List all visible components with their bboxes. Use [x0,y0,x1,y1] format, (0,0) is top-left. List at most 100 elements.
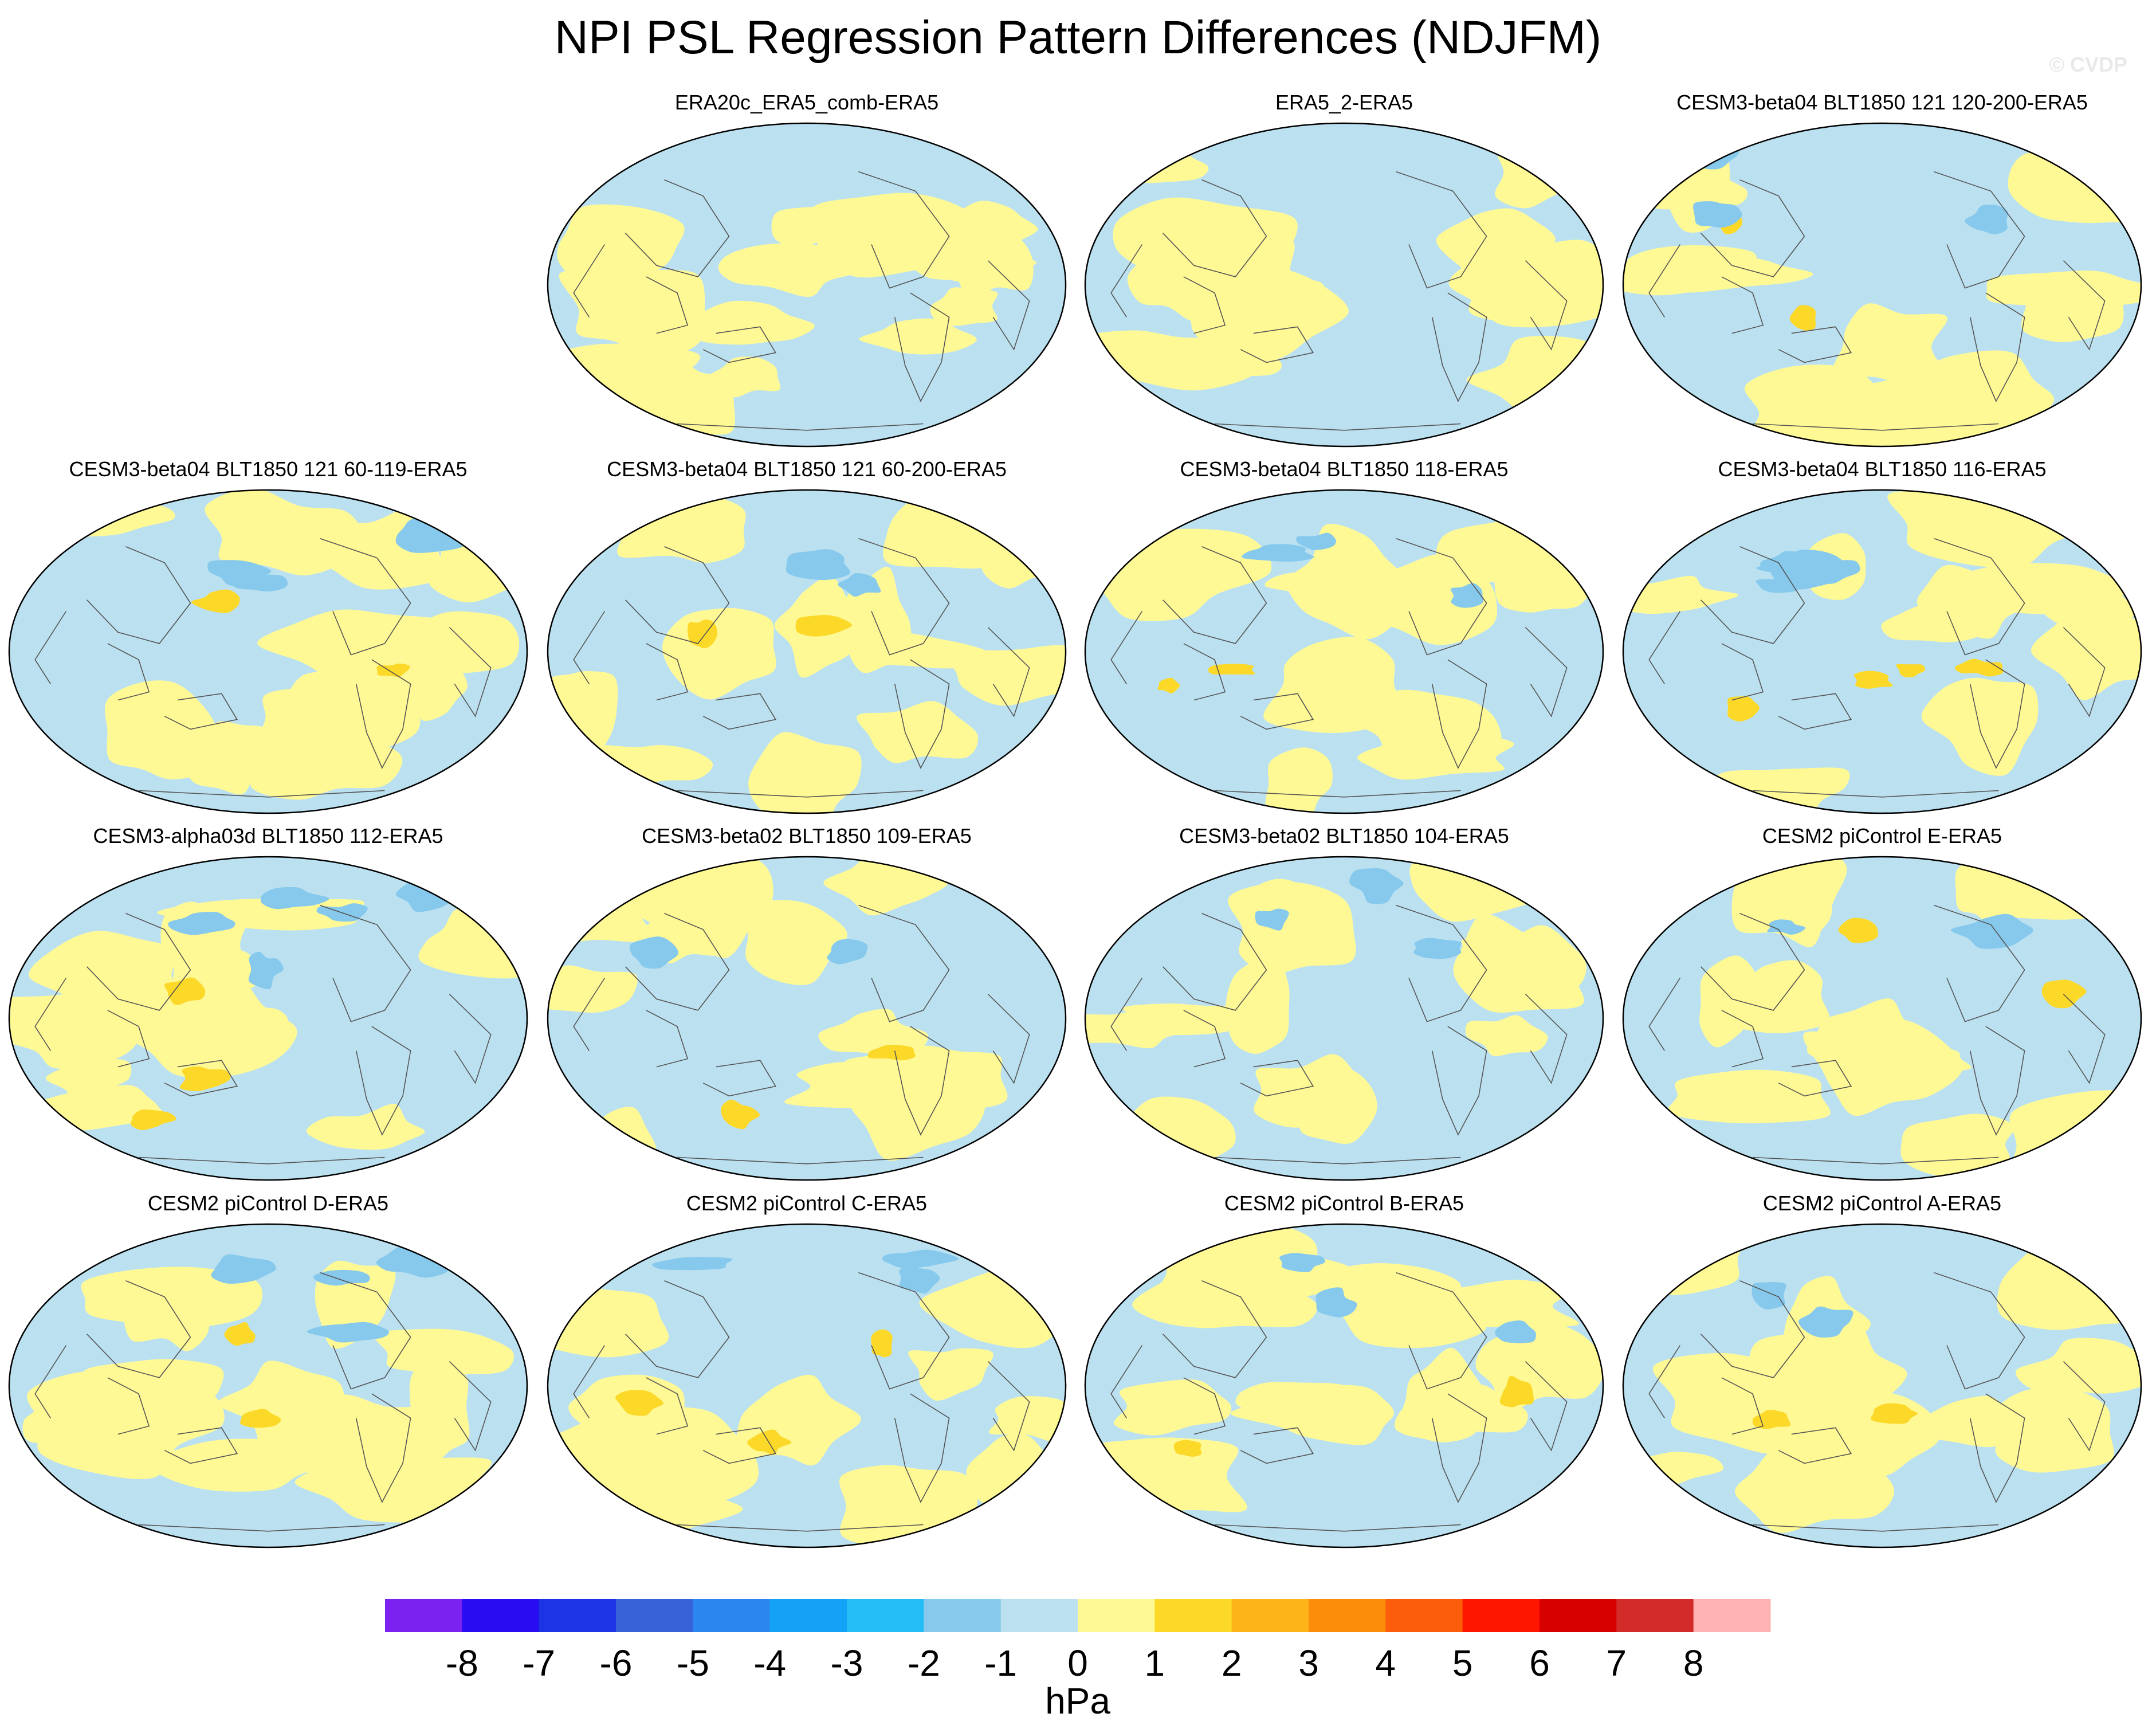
colorbar-swatch [616,1599,693,1632]
map-border [1084,122,1604,448]
negative-anomaly-region [1279,1253,1325,1272]
panel-title: CESM3-beta02 BLT1850 109-ERA5 [642,824,972,848]
coastline [2063,994,2106,1084]
strong-positive-anomaly [871,1329,893,1358]
watermark: © CVDP [2049,53,2127,76]
coastline [138,790,385,798]
positive-anomaly-region [979,525,1066,589]
coastline [355,659,411,769]
strong-positive-anomaly [1838,918,1878,943]
coastline [1183,1010,1226,1068]
strong-positive-anomaly [1853,671,1893,689]
coastline [1214,423,1461,431]
colorbar-swatch [1078,1599,1155,1632]
positive-anomaly-region [1454,228,1527,283]
strong-positive-anomaly [191,589,240,613]
positive-anomaly-region [1461,925,1586,995]
positive-anomaly-region [45,1058,132,1107]
colorbar-tick-label: 1 [1145,1642,1165,1684]
map-border [1084,856,1604,1181]
coastline [677,423,924,431]
coastline [1240,326,1314,363]
coastline [164,1060,238,1097]
coastline [625,912,730,1011]
map-panel: CESM2 piControl A-ERA5 [1622,1191,2142,1548]
positive-anomaly-region [1921,677,2039,776]
negative-anomaly-region [1242,544,1314,562]
positive-anomaly-region [617,495,746,563]
strong-positive-anomaly [1173,1440,1202,1457]
positive-anomaly-region [818,1009,929,1057]
map-border [1622,122,2142,448]
coastline [1110,244,1143,317]
positive-anomaly-region [1251,1251,1361,1299]
colorbar-swatch [462,1599,540,1632]
negative-anomaly-region [1450,583,1483,608]
colorbar-tick-label: -8 [446,1642,478,1684]
positive-anomaly-region [1192,269,1325,342]
coastline [702,1060,777,1097]
map-panel: CESM2 piControl B-ERA5 [1084,1191,1604,1548]
positive-anomaly-region [2008,144,2141,224]
coastline [987,627,1030,718]
panel-title: CESM3-alpha03d BLT1850 112-ERA5 [93,824,443,848]
coastline [677,790,924,798]
colorbar-tick-label: -1 [984,1642,1017,1684]
colorbar-tick-label: -6 [600,1642,633,1684]
coastline [1396,171,1487,289]
positive-anomaly-region [1710,960,1830,1034]
positive-anomaly-region [947,645,1066,706]
positive-anomaly-region [22,1388,107,1444]
map-panel: CESM3-beta02 BLT1850 109-ERA5 [547,824,1067,1181]
positive-anomaly-region [306,1104,425,1150]
coastline [107,1010,150,1068]
positive-anomaly-region [1858,366,2002,409]
negative-anomaly-region [1494,1320,1536,1343]
strong-positive-anomaly [224,1322,256,1346]
map-panel: ERA20c_ERA5_comb-ERA5 [547,91,1067,448]
negative-anomaly-region [1693,201,1742,228]
map-border [8,1223,528,1548]
coastline [1934,1272,2025,1390]
strong-positive-anomaly [747,1429,792,1455]
negative-anomaly-region [1760,551,1844,569]
strong-positive-anomaly [1870,1403,1918,1424]
negative-anomaly-region [211,1254,276,1284]
coastline [320,538,411,656]
colorbar-tick-label: 0 [1067,1642,1088,1684]
panel-title: CESM3-beta04 BLT1850 116-ERA5 [1718,457,2047,481]
panel-title: CESM3-beta02 BLT1850 104-ERA5 [1179,824,1509,848]
negative-anomaly-region [838,573,881,597]
coastline [2063,260,2106,351]
coastline [87,912,191,1011]
coastline [1969,659,2025,769]
colorbar-swatch [1616,1599,1694,1632]
panel-title: CESM3-beta04 BLT1850 121 120-200-ERA5 [1676,91,2088,114]
map-panel: CESM2 piControl C-ERA5 [547,1191,1067,1548]
panel-title: CESM2 piControl B-ERA5 [1224,1191,1464,1215]
coastline [1969,1026,2025,1136]
positive-anomaly-region [557,204,685,286]
coastline [34,611,67,684]
coastline [702,693,777,730]
colorbar: -8 -7 -6 -5 -4 -3 -2 -1 0 1 2 3 4 5 6 7 8 hPa [385,1599,1771,1722]
panel-title: ERA5_2-ERA5 [1275,91,1413,114]
negative-anomaly-region [1964,204,2008,234]
coastline [1969,1393,2025,1503]
strong-positive-anomaly [721,1099,760,1130]
coastline [1701,912,1805,1011]
positive-anomaly-region [1623,1224,1747,1295]
coastline [1240,1427,1314,1464]
map-panel: CESM3-beta02 BLT1850 104-ERA5 [1084,824,1604,1181]
colorbar-tick-label: 8 [1683,1642,1704,1684]
colorbar-swatch [1309,1599,1386,1632]
colorbar-swatch [847,1599,924,1632]
positive-anomaly-region [1299,1068,1377,1144]
coastline [107,1377,150,1435]
coastline [573,611,606,684]
coastline [1934,904,2025,1022]
coastline [1721,276,1764,334]
map-border [547,122,1067,448]
coastline [646,276,689,334]
positive-anomaly-region [771,207,857,248]
